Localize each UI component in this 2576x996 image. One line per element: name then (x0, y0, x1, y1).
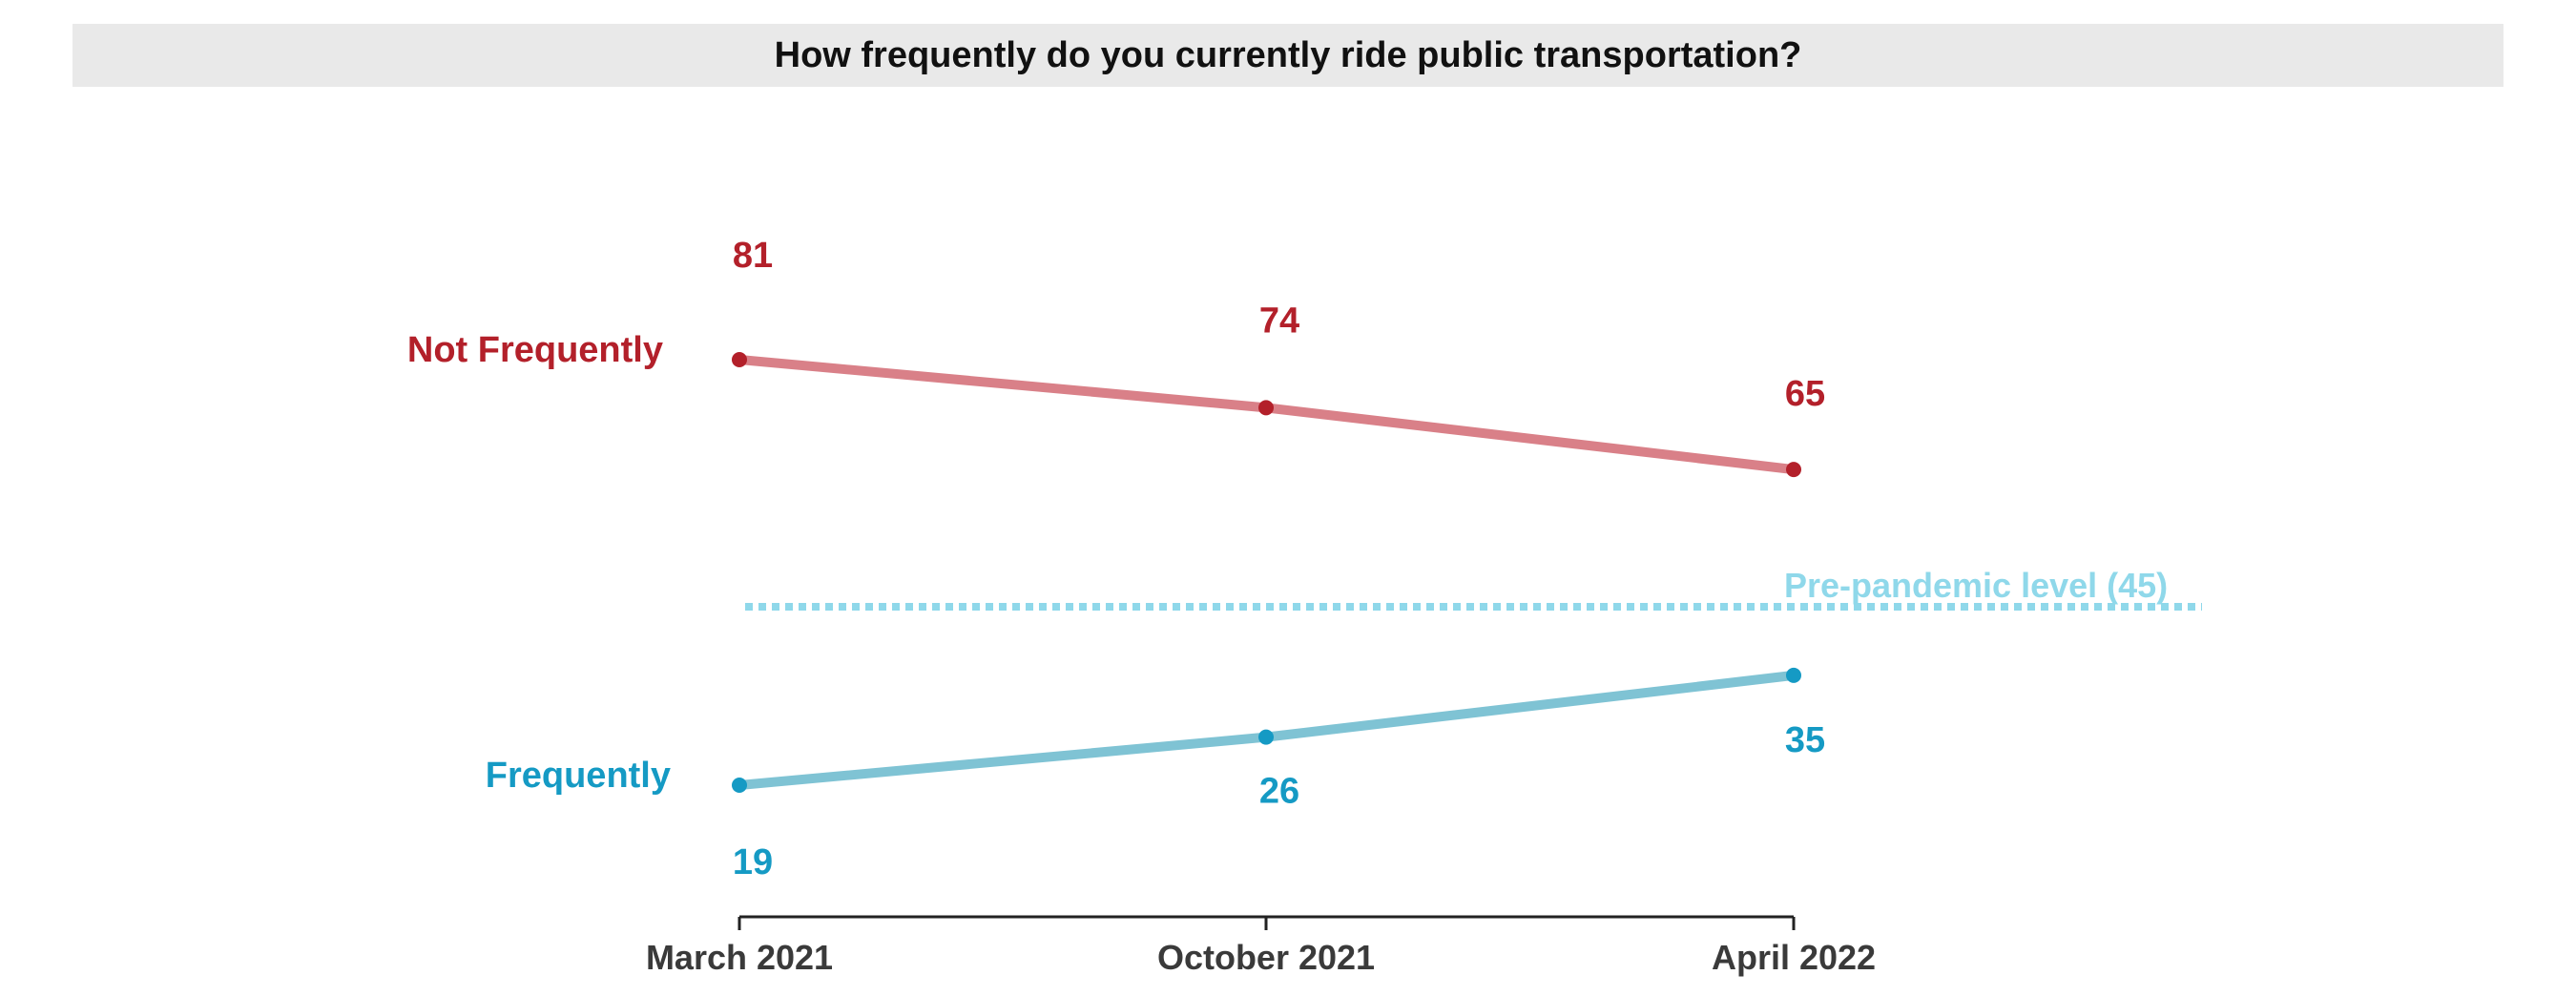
reference-line-label: Pre-pandemic level (45) (1784, 566, 2168, 605)
series-name-frequently: Frequently (486, 756, 671, 796)
data-point-frequently-october-2021 (1258, 729, 1274, 745)
data-label-frequently-april-2022: 35 (1785, 720, 1825, 760)
chart-title: How frequently do you currently ride pub… (774, 34, 1802, 75)
data-label-frequently-october-2021: 26 (1259, 772, 1299, 812)
data-label-frequently-march-2021: 19 (733, 842, 773, 882)
data-point-not-frequently-october-2021 (1258, 400, 1274, 416)
data-label-not-frequently-april-2022: 65 (1785, 374, 1825, 414)
data-label-not-frequently-march-2021: 81 (733, 236, 773, 276)
data-point-frequently-march-2021 (732, 778, 747, 793)
data-point-frequently-april-2022 (1786, 667, 1801, 683)
data-point-not-frequently-march-2021 (732, 352, 747, 367)
x-tick-label-march-2021: March 2021 (646, 938, 833, 977)
x-tick-label-october-2021: October 2021 (1157, 938, 1375, 977)
data-label-not-frequently-october-2021: 74 (1259, 301, 1299, 341)
data-point-not-frequently-april-2022 (1786, 462, 1801, 478)
x-tick-label-april-2022: April 2022 (1712, 938, 1876, 977)
series-name-not-frequently: Not Frequently (407, 330, 663, 370)
chart-title-bar: How frequently do you currently ride pub… (73, 24, 2503, 87)
